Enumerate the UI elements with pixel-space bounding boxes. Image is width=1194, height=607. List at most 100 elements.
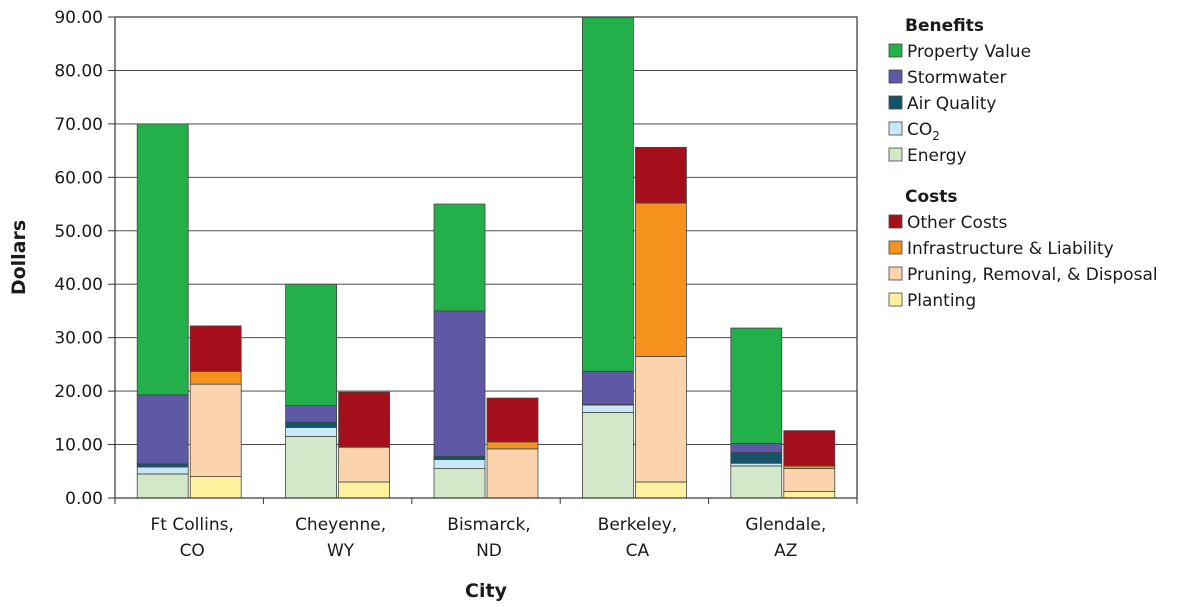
legend-label-text: CO bbox=[907, 120, 932, 140]
benefits-bar-segment bbox=[730, 465, 783, 499]
costs-bar-segment bbox=[635, 147, 687, 204]
y-tick-label: 40.00 bbox=[54, 275, 103, 295]
x-category-label: WY bbox=[327, 541, 355, 561]
legend-label-subscript: 2 bbox=[932, 129, 940, 143]
benefits-bar-segment bbox=[136, 473, 189, 499]
legend-label: Other Costs bbox=[907, 213, 1007, 233]
benefits-bar-segment bbox=[730, 327, 783, 444]
benefits-bar-segment bbox=[136, 463, 189, 468]
costs-bar-segment bbox=[783, 465, 836, 470]
costs-bar-segment bbox=[486, 448, 539, 499]
costs-bar-segment bbox=[635, 355, 687, 483]
y-tick-label: 50.00 bbox=[54, 222, 103, 242]
legend-label: Stormwater bbox=[907, 68, 1007, 88]
legend-label-text: Stormwater bbox=[907, 68, 1007, 88]
benefits-bar-segment bbox=[136, 394, 189, 465]
benefits-bar-segment bbox=[433, 455, 486, 460]
benefits-bar-segment bbox=[730, 443, 783, 453]
y-axis-ticks: 0.00 10.00 20.00 30.00 40.00 50.00 60.00 70.00 8… bbox=[54, 8, 115, 509]
legend-swatch bbox=[888, 292, 903, 307]
y-tick-label: 60.00 bbox=[54, 168, 103, 188]
legend-swatch bbox=[888, 266, 903, 281]
benefits-legend-heading: Benefits bbox=[905, 16, 984, 36]
legend-swatch bbox=[888, 69, 903, 84]
legend-label-text: Energy bbox=[907, 146, 967, 166]
x-category-label: Glendale, bbox=[745, 515, 826, 535]
x-axis-title: City bbox=[465, 580, 508, 602]
legend-label: Air Quality bbox=[907, 94, 997, 114]
legend-swatch bbox=[888, 147, 903, 162]
x-category-label: Cheyenne, bbox=[295, 515, 386, 535]
benefits-bar-segment bbox=[136, 466, 189, 475]
legend-label-text: Infrastructure & Liability bbox=[907, 239, 1114, 259]
costs-bar-segment bbox=[338, 446, 391, 483]
costs-bar-segment bbox=[783, 468, 836, 492]
legend-label-text: Air Quality bbox=[907, 94, 997, 114]
x-category-label: CO bbox=[180, 541, 205, 561]
costs-bar-segment bbox=[189, 325, 242, 372]
legend-label-text: Property Value bbox=[907, 42, 1031, 62]
y-tick-label: 0.00 bbox=[65, 489, 103, 509]
y-tick-label: 30.00 bbox=[54, 329, 103, 349]
x-category-label: Bismarck, bbox=[447, 515, 530, 535]
costs-bar-segment bbox=[338, 391, 391, 448]
costs-bar-segment bbox=[189, 383, 242, 478]
x-category-label: Ft Collins, bbox=[151, 515, 234, 535]
legend-label: CO2 bbox=[907, 120, 940, 143]
benefits-bar-segment bbox=[730, 452, 783, 464]
benefits-bar-segment bbox=[433, 459, 486, 470]
legend-label-text: Pruning, Removal, & Disposal bbox=[907, 265, 1158, 285]
x-category-label: ND bbox=[476, 541, 502, 561]
costs-legend-heading: Costs bbox=[905, 187, 958, 207]
legend-swatch bbox=[888, 240, 903, 255]
costs-bar-segment bbox=[783, 430, 836, 467]
x-category-label: Berkeley, bbox=[598, 515, 677, 535]
costs-bar-segment bbox=[486, 397, 539, 443]
costs-bar-segment bbox=[486, 441, 539, 450]
legend-label-text: Other Costs bbox=[907, 213, 1007, 233]
costs-bar-segment bbox=[189, 476, 242, 499]
benefits-bar-segment bbox=[285, 405, 338, 423]
y-tick-label: 70.00 bbox=[54, 115, 103, 135]
legend-label: Property Value bbox=[907, 42, 1031, 62]
benefits-bar-segment bbox=[433, 203, 486, 312]
legend-label: Infrastructure & Liability bbox=[907, 239, 1114, 259]
benefits-bar-segment bbox=[730, 462, 783, 467]
x-axis-categories: Ft Collins, CO Cheyenne, WY Bismarck, ND Berke… bbox=[114, 498, 858, 561]
legend-label: Energy bbox=[907, 146, 967, 166]
legend-swatch bbox=[888, 43, 903, 58]
costs-bar-segment bbox=[783, 491, 836, 499]
costs-bar-segment bbox=[635, 202, 687, 357]
legend-swatch bbox=[888, 95, 903, 110]
legend-label-text: Planting bbox=[907, 291, 976, 311]
legend-label: Planting bbox=[907, 291, 976, 311]
legend: Benefits Property Value Stormwater Air Qual… bbox=[888, 16, 1158, 311]
benefits-bar-segment bbox=[285, 421, 338, 428]
benefits-bar-segment bbox=[582, 412, 634, 499]
legend-swatch bbox=[888, 214, 903, 229]
benefits-bar-segment bbox=[136, 123, 189, 396]
legend-swatch bbox=[888, 121, 903, 136]
costs-bar-segment bbox=[338, 481, 391, 499]
benefits-bar-segment bbox=[433, 468, 486, 499]
y-tick-label: 10.00 bbox=[54, 436, 103, 456]
y-tick-label: 90.00 bbox=[54, 8, 103, 28]
costs-bar-segment bbox=[189, 370, 242, 385]
y-tick-label: 80.00 bbox=[54, 61, 103, 81]
benefits-bar-segment bbox=[582, 404, 634, 413]
bars bbox=[136, 16, 836, 499]
benefits-bar-segment bbox=[285, 427, 338, 437]
y-axis-title: Dollars bbox=[8, 220, 30, 295]
benefits-bar-segment bbox=[582, 16, 634, 372]
plot-frame bbox=[114, 16, 858, 499]
benefits-bar-segment bbox=[433, 310, 486, 457]
costs-bar-segment bbox=[635, 481, 687, 499]
y-tick-label: 20.00 bbox=[54, 382, 103, 402]
legend-label: Pruning, Removal, & Disposal bbox=[907, 265, 1158, 285]
benefits-bar-segment bbox=[285, 436, 338, 499]
benefits-bar-segment bbox=[582, 370, 634, 405]
x-category-label: AZ bbox=[774, 541, 797, 561]
x-category-label: CA bbox=[626, 541, 650, 561]
benefits-bar-segment bbox=[285, 283, 338, 406]
